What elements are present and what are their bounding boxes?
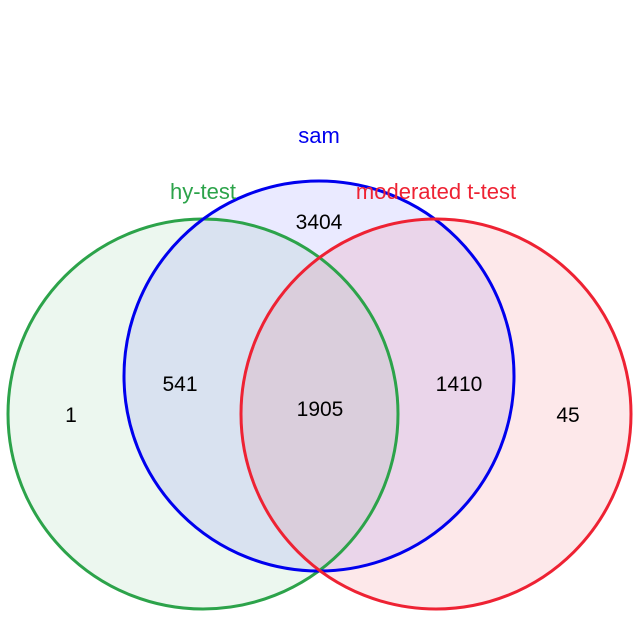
count-sam-only: 3404 <box>296 211 343 234</box>
moderated-t-test-label: moderated t-test <box>356 179 516 204</box>
moderated-t-test-circle-outline <box>239 217 633 611</box>
moderated-t-test-circle-fill <box>241 219 631 609</box>
count-sam-and-moderated: 1410 <box>436 373 483 396</box>
sam-label: sam <box>298 123 340 148</box>
count-moderated-only: 45 <box>556 404 579 427</box>
count-all-three: 1905 <box>297 398 344 421</box>
hy-test-circle-fill <box>8 219 398 609</box>
count-hy-test-only: 1 <box>65 404 77 427</box>
hy-test-label: hy-test <box>170 179 236 204</box>
sam-circle-fill <box>124 181 514 571</box>
count-hy-test-and-sam: 541 <box>162 373 197 396</box>
